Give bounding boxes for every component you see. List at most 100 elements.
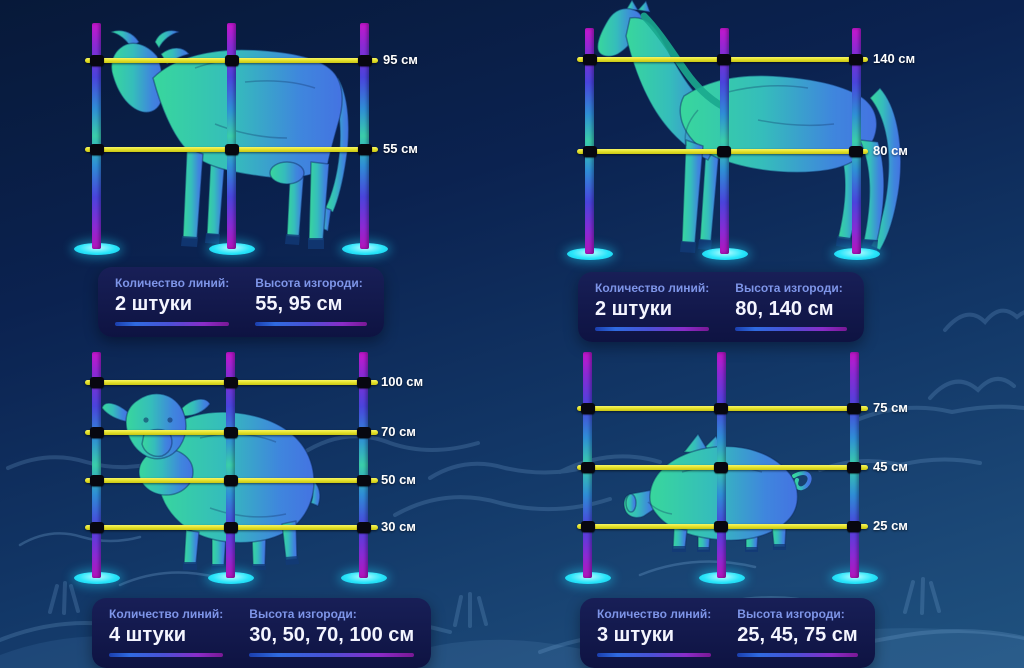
lines-count-label: Количество линий: [115, 276, 230, 290]
wire-height-label: 140 см [873, 51, 916, 66]
fence-height-label: Высота изгороди: [737, 607, 845, 621]
wire-connector [847, 403, 861, 414]
fence-height-label: Высота изгороди: [249, 607, 357, 621]
wire-connector [581, 403, 595, 414]
stat-underline [597, 653, 712, 657]
wire-height-label: 75 см [873, 400, 908, 415]
wire-connector [847, 462, 861, 473]
wire-connector [583, 146, 597, 157]
lines-count-stat: Количество линий: 3 штуки [597, 607, 712, 657]
fence-wire [85, 522, 378, 533]
fence-post [227, 23, 236, 249]
fence-wire [85, 427, 378, 438]
wire-connector [90, 475, 104, 486]
lines-count-label: Количество линий: [595, 281, 710, 295]
wire-height-label: 45 см [873, 459, 908, 474]
wire-connector [224, 427, 238, 438]
stat-underline [249, 653, 415, 657]
stat-underline [595, 327, 710, 331]
fence-post [852, 28, 861, 254]
wire-connector [581, 462, 595, 473]
wire-connector [583, 54, 597, 65]
fence-post [359, 352, 368, 578]
lines-count-stat: Количество линий: 4 штуки [109, 607, 224, 657]
info-card: Количество линий: 4 штуки Высота изгород… [92, 598, 432, 668]
horse-illustration-icon [596, 0, 902, 253]
fence-height-stat: Высота изгороди: 30, 50, 70, 100 см [249, 607, 415, 657]
fence-height-label: Высота изгороди: [255, 276, 363, 290]
fence-wire [85, 144, 378, 155]
fence-wire [85, 475, 378, 486]
post-base [74, 243, 120, 255]
post-base [699, 572, 745, 584]
lines-count-value: 2 штуки [115, 293, 193, 315]
post-base [341, 572, 387, 584]
wire-connector [357, 475, 371, 486]
fence-height-value: 25, 45, 75 см [737, 624, 858, 646]
wire-connector [90, 144, 104, 155]
lines-count-label: Количество линий: [109, 607, 224, 621]
lines-count-value: 3 штуки [597, 624, 675, 646]
fence-wire [577, 462, 868, 473]
wire-connector [714, 521, 728, 532]
info-card: Количество линий: 3 штуки Высота изгород… [580, 598, 875, 668]
post-base [832, 572, 878, 584]
fence-post [92, 352, 101, 578]
wire-connector [90, 522, 104, 533]
fence-height-stat: Высота изгороди: 80, 140 см [735, 281, 848, 331]
wire-connector [224, 522, 238, 533]
stat-underline [735, 327, 848, 331]
fence-post [360, 23, 369, 249]
wire-connector [714, 403, 728, 414]
wire-connector [357, 377, 371, 388]
post-base [208, 572, 254, 584]
fence-wire [577, 403, 868, 414]
wire-connector [358, 55, 372, 66]
lines-count-stat: Количество линий: 2 штуки [115, 276, 230, 326]
fence-height-stat: Высота изгороди: 55, 95 см [255, 276, 368, 326]
wire-connector [357, 522, 371, 533]
lines-count-stat: Количество линий: 2 штуки [595, 281, 710, 331]
wire-connector [581, 521, 595, 532]
wire-connector [225, 55, 239, 66]
fence-post [92, 23, 101, 249]
lines-count-value: 2 штуки [595, 298, 673, 320]
fence-post [585, 28, 594, 254]
fence-height-value: 55, 95 см [255, 293, 343, 315]
wire-height-label: 30 см [381, 519, 416, 534]
wire-connector [90, 377, 104, 388]
fence-height-stat: Высота изгороди: 25, 45, 75 см [737, 607, 858, 657]
wire-connector [90, 55, 104, 66]
fence-wire [85, 377, 378, 388]
fence-wire [577, 146, 868, 157]
post-base [342, 243, 388, 255]
wire-connector [225, 144, 239, 155]
wire-connector [847, 521, 861, 532]
wire-connector [224, 475, 238, 486]
wire-height-label: 95 см [383, 52, 418, 67]
wire-height-label: 50 см [381, 472, 416, 487]
fence-post [226, 352, 235, 578]
lines-count-value: 4 штуки [109, 624, 187, 646]
cow-illustration-icon [110, 29, 350, 249]
wire-connector [90, 427, 104, 438]
lines-count-label: Количество линий: [597, 607, 712, 621]
stat-underline [115, 322, 230, 326]
fence-wire [577, 521, 868, 532]
wire-connector [358, 144, 372, 155]
wire-connector [717, 146, 731, 157]
wire-height-label: 70 см [381, 424, 416, 439]
post-base [702, 248, 748, 260]
fence-height-value: 80, 140 см [735, 298, 834, 320]
wire-height-label: 100 см [381, 374, 424, 389]
wire-connector [224, 377, 238, 388]
sheep-illustration-icon [101, 393, 321, 570]
wire-height-label: 55 см [383, 141, 418, 156]
wire-connector [714, 462, 728, 473]
fence-wire [85, 55, 378, 66]
wire-connector [717, 54, 731, 65]
stat-underline [109, 653, 224, 657]
